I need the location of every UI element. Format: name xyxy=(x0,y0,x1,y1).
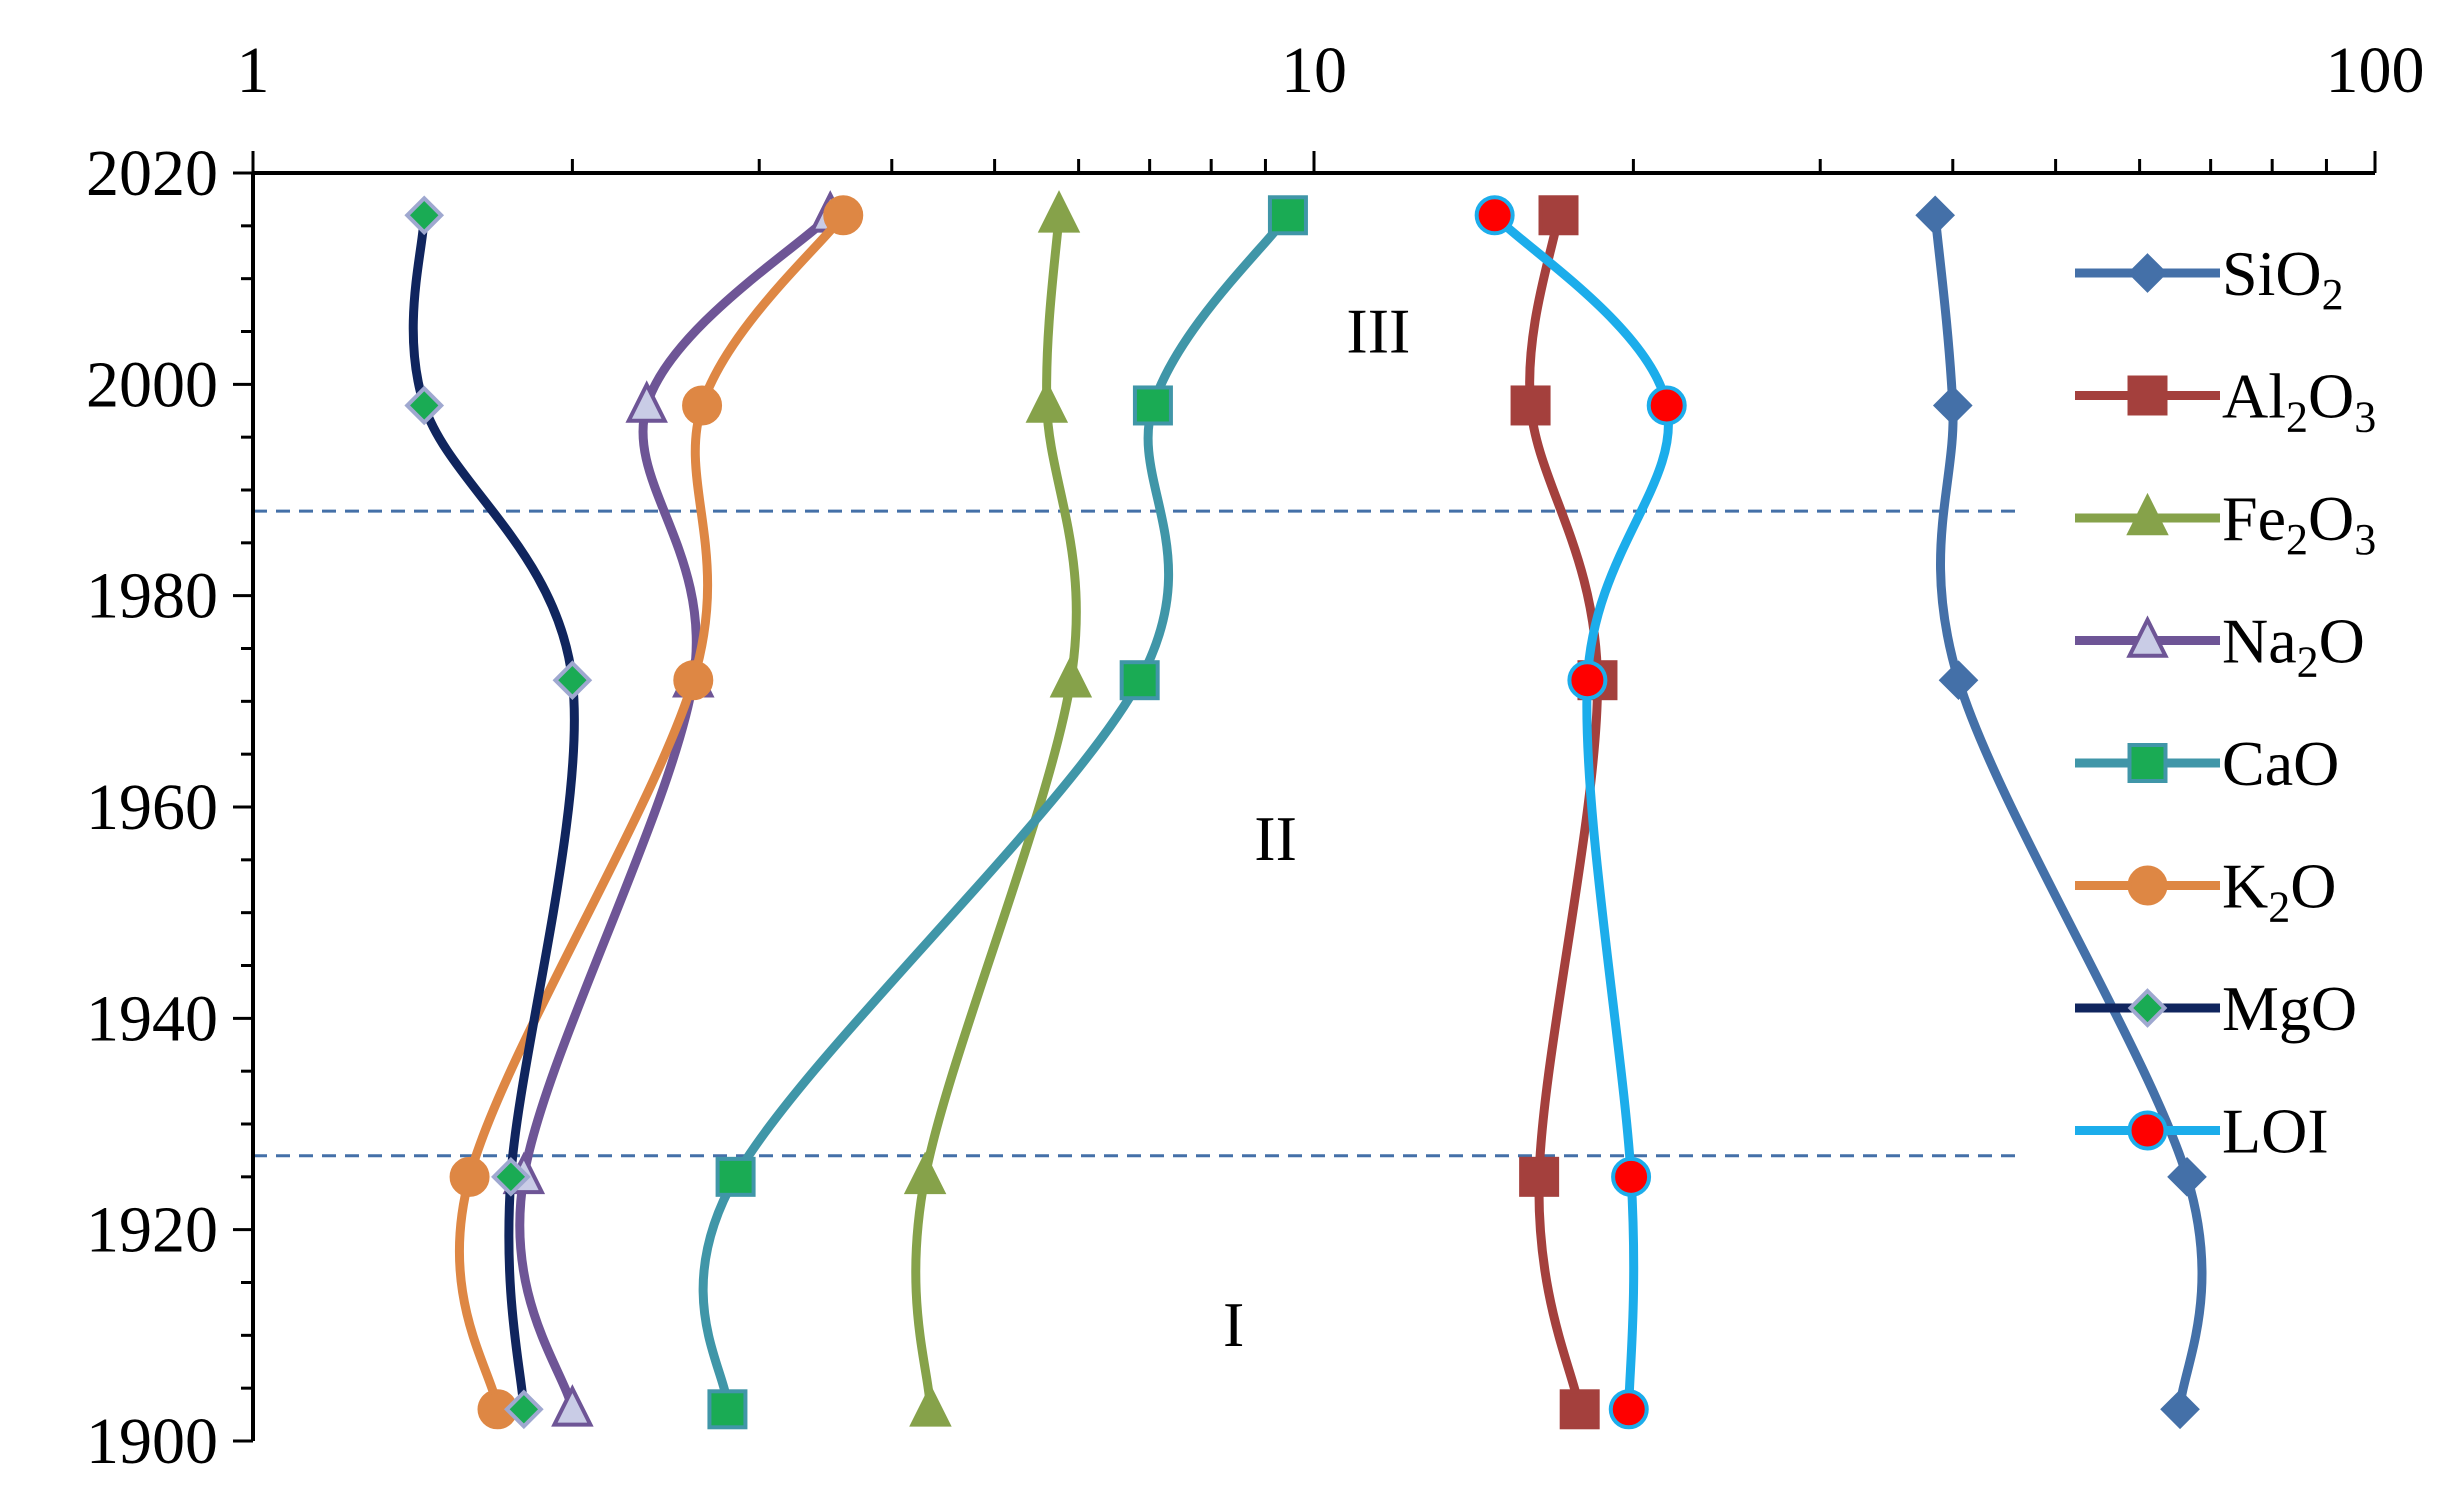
data-point-sio2 xyxy=(1932,385,1973,426)
zone-label: I xyxy=(1223,1289,1244,1360)
y-tick-label: 1920 xyxy=(86,1194,218,1267)
series-line-fe2o3 xyxy=(911,210,1081,1414)
legend-marker-na2o xyxy=(2126,615,2169,658)
data-point-loi xyxy=(1474,195,1515,236)
data-point-k2o xyxy=(823,195,864,236)
data-point-na2o xyxy=(551,1384,594,1427)
data-point-k2o xyxy=(449,1156,490,1197)
reference-lines xyxy=(253,509,2015,1158)
legend-marker-k2o xyxy=(2127,865,2168,906)
data-point-al2o3 xyxy=(1510,385,1551,426)
data-point-cao xyxy=(1132,385,1173,426)
data-point-loi xyxy=(1611,1156,1652,1197)
data-point-fe2o3 xyxy=(909,1384,952,1427)
series-line-sio2 xyxy=(1930,210,2207,1414)
data-point-sio2 xyxy=(1938,660,1979,701)
y-tick-label: 1900 xyxy=(86,1405,218,1478)
series-line-k2o xyxy=(454,210,848,1414)
legend-marker-mgo xyxy=(2127,988,2168,1028)
legend-label-fe2o3: Fe2O3 xyxy=(2222,483,2376,564)
series-line-mgo xyxy=(408,210,579,1414)
legend-label-loi: LOI xyxy=(2222,1096,2329,1167)
data-point-mgo xyxy=(552,660,593,701)
y-tick-label: 2000 xyxy=(86,348,218,421)
series-line-al2o3 xyxy=(1525,210,1602,1414)
data-point-sio2 xyxy=(2167,1157,2207,1197)
data-point-fe2o3 xyxy=(1025,380,1069,423)
y-tick-label: 1960 xyxy=(86,771,218,844)
legend-label-na2o: Na2O xyxy=(2222,606,2365,687)
legend-marker-loi xyxy=(2127,1110,2168,1151)
zone-label: II xyxy=(1254,803,1297,874)
data-point-mgo xyxy=(404,195,445,236)
legend: SiO2 Al2O3 Fe2O3 Na2O CaO K2O MgO LOI xyxy=(2075,238,2376,1167)
x-tick-label: 10 xyxy=(1281,34,1347,107)
data-point-mgo xyxy=(504,1389,544,1430)
y-tick-label: 2020 xyxy=(86,137,218,210)
data-point-loi xyxy=(1608,1389,1649,1430)
data-point-cao xyxy=(1267,195,1308,236)
data-point-mgo xyxy=(404,385,445,426)
data-point-al2o3 xyxy=(1519,1156,1560,1197)
series-line-cao xyxy=(698,210,1293,1414)
data-point-mgo xyxy=(491,1157,531,1197)
data-point-cao xyxy=(715,1156,756,1197)
data-point-sio2 xyxy=(1915,195,1956,236)
data-point-na2o xyxy=(625,380,668,423)
data-point-cao xyxy=(1119,660,1160,701)
legend-marker-cao xyxy=(2127,743,2168,783)
legend-label-sio2: SiO2 xyxy=(2222,238,2344,319)
x-tick-label: 100 xyxy=(2326,34,2425,107)
data-point-sio2 xyxy=(2160,1389,2200,1430)
y-tick-label: 1980 xyxy=(86,560,218,633)
legend-label-mgo: MgO xyxy=(2222,973,2357,1044)
x-tick-label: 1 xyxy=(237,34,270,107)
legend-label-k2o: K2O xyxy=(2222,851,2336,932)
data-point-loi xyxy=(1567,660,1608,701)
legend-marker-fe2o3 xyxy=(2126,492,2169,536)
data-point-fe2o3 xyxy=(1049,655,1093,698)
legend-marker-sio2 xyxy=(2127,253,2168,293)
data-point-fe2o3 xyxy=(903,1151,947,1195)
legend-label-cao: CaO xyxy=(2222,728,2339,799)
y-tick-label: 1940 xyxy=(86,982,218,1055)
data-point-fe2o3 xyxy=(1037,190,1081,233)
data-point-k2o xyxy=(673,660,714,701)
data-point-k2o xyxy=(682,385,723,426)
axes: 1 10 100 1900 1920 1940 1960 1980 2000 2020 xyxy=(86,34,2425,1478)
series-lines xyxy=(404,190,2207,1430)
data-point-cao xyxy=(707,1389,748,1430)
legend-marker-al2o3 xyxy=(2127,375,2168,416)
data-point-loi xyxy=(1646,385,1687,426)
legend-label-al2o3: Al2O3 xyxy=(2222,361,2376,442)
data-point-al2o3 xyxy=(1559,1389,1600,1430)
data-point-al2o3 xyxy=(1538,195,1579,236)
zone-label: III xyxy=(1346,296,1410,367)
